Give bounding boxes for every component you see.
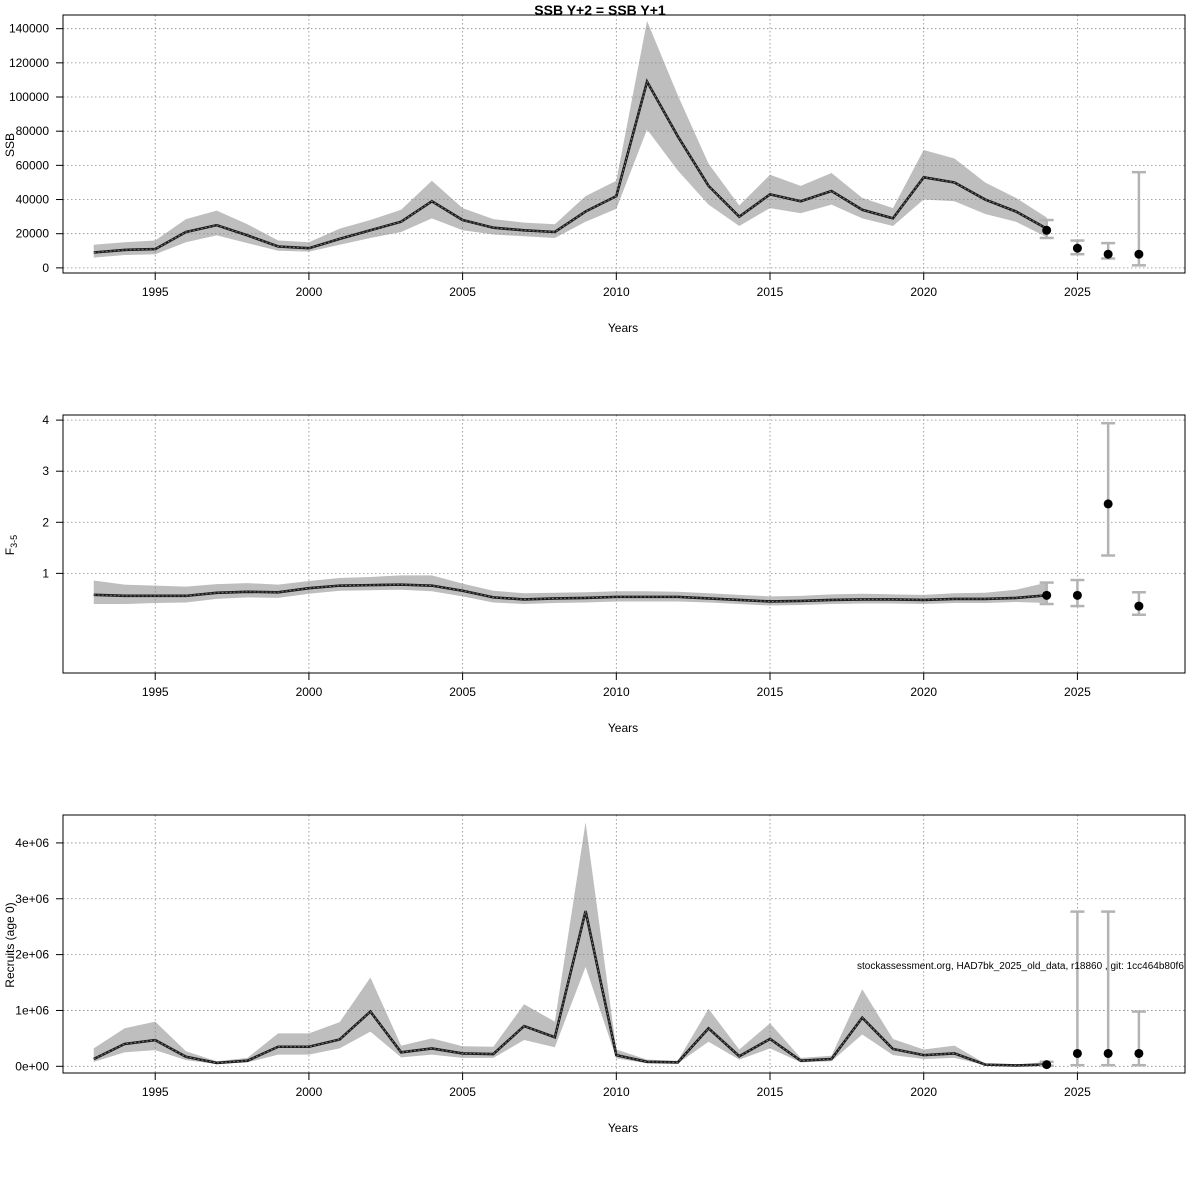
f-plot-area: 1995 2000 2005 2010 2015 2020 2025 1 2 3 4: [42, 413, 1186, 699]
f-y-axis-label: F3-5: [3, 535, 19, 555]
f-forecast-point-2027: [1134, 601, 1144, 611]
ssb-x-tick-label-2025: 2025: [1064, 285, 1091, 299]
ssb-y-tick-label-120000: 120000: [9, 56, 49, 70]
ssb-y-tick-label-20000: 20000: [16, 227, 50, 241]
f-forecast-point-2026: [1103, 499, 1113, 509]
f-x-tick-label-2020: 2020: [910, 685, 937, 699]
ssb-y-axis-label: SSB: [3, 133, 17, 157]
recruits-forecast-point-2027: [1134, 1048, 1144, 1058]
f-x-axis-label: Years: [608, 721, 638, 735]
recruits-plot-area: 1995 2000 2005 2010 2015 2020 2025 0e+00 1e+06 2e…: [15, 814, 1186, 1099]
f-y-tick-label-3: 3: [42, 464, 49, 478]
ssb-x-tick-label-2000: 2000: [296, 285, 323, 299]
f-confidence-band: [93, 575, 1047, 606]
recruits-estimate-dash: [93, 910, 1047, 1066]
f-x-tick-label-1995: 1995: [142, 685, 169, 699]
f-y-tick-label-1: 1: [42, 566, 49, 580]
ssb-x-tick-label-2015: 2015: [757, 285, 784, 299]
recruits-x-tick-label-2005: 2005: [449, 1085, 476, 1099]
ssb-x-axis-label: Years: [608, 321, 638, 335]
ssb-panel: 1995 2000 2005 2010 2015 2020 2025 0 20000 40000 6…: [3, 2, 1186, 335]
recruits-panel: 1995 2000 2005 2010 2015 2020 2025 0e+00 1e+06 2e…: [3, 814, 1186, 1135]
ssb-forecast-point-2024: [1042, 225, 1052, 235]
ssb-x-tick-label-2005: 2005: [449, 285, 476, 299]
f-x-tick-label-2015: 2015: [757, 685, 784, 699]
ssb-forecast-point-2025: [1072, 243, 1082, 253]
ssb-y-tick-label-100000: 100000: [9, 90, 49, 104]
f-x-tick-label-2010: 2010: [603, 685, 630, 699]
ssb-plot-frame: [62, 14, 1186, 274]
recruits-y-tick-label-4e+06: 4e+06: [15, 836, 49, 850]
ssb-y-tick-label-60000: 60000: [16, 158, 50, 172]
f-forecast-point-2024: [1042, 590, 1052, 600]
ssb-forecast-point-2027: [1134, 249, 1144, 259]
recruits-x-tick-label-2025: 2025: [1064, 1085, 1091, 1099]
f-x-tick-label-2000: 2000: [296, 685, 323, 699]
ssb-x-tick-label-1995: 1995: [142, 285, 169, 299]
f-y-axis-label-subscript: 3-5: [9, 535, 19, 548]
recruits-y-axis-label: Recruits (age 0): [3, 902, 17, 987]
recruits-forecast-point-2025: [1072, 1048, 1082, 1058]
f-plot-frame: [62, 414, 1186, 674]
recruits-y-tick-label-3e+06: 3e+06: [15, 892, 49, 906]
f-y-tick-label-4: 4: [42, 413, 49, 427]
recruits-x-tick-label-2000: 2000: [296, 1085, 323, 1099]
f-y-tick-label-2: 2: [42, 515, 49, 529]
f-x-tick-label-2005: 2005: [449, 685, 476, 699]
recruits-x-axis-label: Years: [608, 1121, 638, 1135]
ssb-x-tick-label-2020: 2020: [910, 285, 937, 299]
f-forecast-point-2025: [1072, 590, 1082, 600]
f-estimate-dash: [93, 584, 1047, 602]
recruits-plot-frame: [62, 814, 1186, 1074]
ssb-y-tick-label-0: 0: [42, 261, 49, 275]
ssb-y-tick-label-140000: 140000: [9, 22, 49, 36]
recruits-y-tick-label-0e+00: 0e+00: [15, 1059, 49, 1073]
f-panel: 1995 2000 2005 2010 2015 2020 2025 1 2 3 4 Years F…: [3, 413, 1186, 735]
recruits-x-tick-label-2010: 2010: [603, 1085, 630, 1099]
f-x-tick-label-2025: 2025: [1064, 685, 1091, 699]
footer-credit: stockassessment.org, HAD7bk_2025_old_dat…: [857, 961, 1184, 972]
recruits-forecast-point-2026: [1103, 1048, 1113, 1058]
recruits-x-tick-label-1995: 1995: [142, 1085, 169, 1099]
ssb-y-tick-label-40000: 40000: [16, 193, 50, 207]
ssb-estimate-dash: [93, 80, 1047, 253]
recruits-x-tick-label-2015: 2015: [757, 1085, 784, 1099]
recruits-x-tick-label-2020: 2020: [910, 1085, 937, 1099]
ssb-chart-title: SSB Y+2 = SSB Y+1: [534, 2, 666, 18]
recruits-confidence-band: [93, 822, 1047, 1066]
ssb-x-tick-label-2010: 2010: [603, 285, 630, 299]
recruits-forecast-point-2024: [1042, 1060, 1052, 1070]
recruits-y-tick-label-1e+06: 1e+06: [15, 1003, 49, 1017]
f-y-axis-label-main: F: [3, 548, 17, 555]
recruits-y-tick-label-2e+06: 2e+06: [15, 948, 49, 962]
ssb-y-tick-label-80000: 80000: [16, 124, 50, 138]
ssb-forecast-point-2026: [1103, 249, 1113, 259]
ssb-plot-area: 1995 2000 2005 2010 2015 2020 2025 0 20000 40000 6…: [9, 14, 1186, 299]
